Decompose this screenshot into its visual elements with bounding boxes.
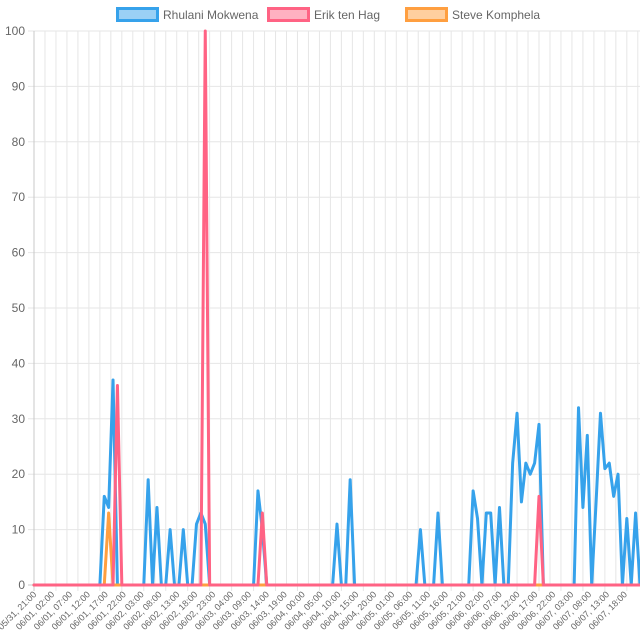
- legend-label: Rhulani Mokwena: [163, 8, 259, 22]
- legend-label: Erik ten Hag: [314, 8, 380, 22]
- y-tick-label: 100: [5, 24, 25, 38]
- legend-item-rhulani-mokwena[interactable]: Rhulani Mokwena: [116, 7, 259, 22]
- y-tick-label: 10: [12, 523, 26, 537]
- y-tick-label: 20: [12, 467, 26, 481]
- y-tick-label: 80: [12, 135, 26, 149]
- legend-label: Steve Komphela: [452, 8, 540, 22]
- legend-swatch: [116, 7, 159, 22]
- y-tick-label: 30: [12, 412, 26, 426]
- y-tick-label: 40: [12, 356, 26, 370]
- y-tick-label: 70: [12, 190, 26, 204]
- series-line-erik-ten-hag: [32, 29, 640, 587]
- y-tick-label: 90: [12, 79, 26, 93]
- legend-swatch: [267, 7, 310, 22]
- y-tick-label: 50: [12, 301, 26, 315]
- y-axis-ticks: 0 10 20 30 40 50 60 70 80 90 100: [5, 24, 25, 592]
- legend-swatch: [405, 7, 448, 22]
- legend[interactable]: Rhulani Mokwena Erik ten Hag Steve Komphel…: [116, 7, 541, 22]
- legend-item-steve-komphela[interactable]: Steve Komphela: [405, 7, 541, 22]
- legend-item-erik-ten-hag[interactable]: Erik ten Hag: [267, 7, 381, 22]
- grid-layer: [28, 30, 640, 591]
- y-tick-label: 0: [18, 578, 25, 592]
- series-line-rhulani-mokwena: [32, 378, 640, 587]
- series-layer: [32, 29, 640, 587]
- y-tick-label: 60: [12, 246, 26, 260]
